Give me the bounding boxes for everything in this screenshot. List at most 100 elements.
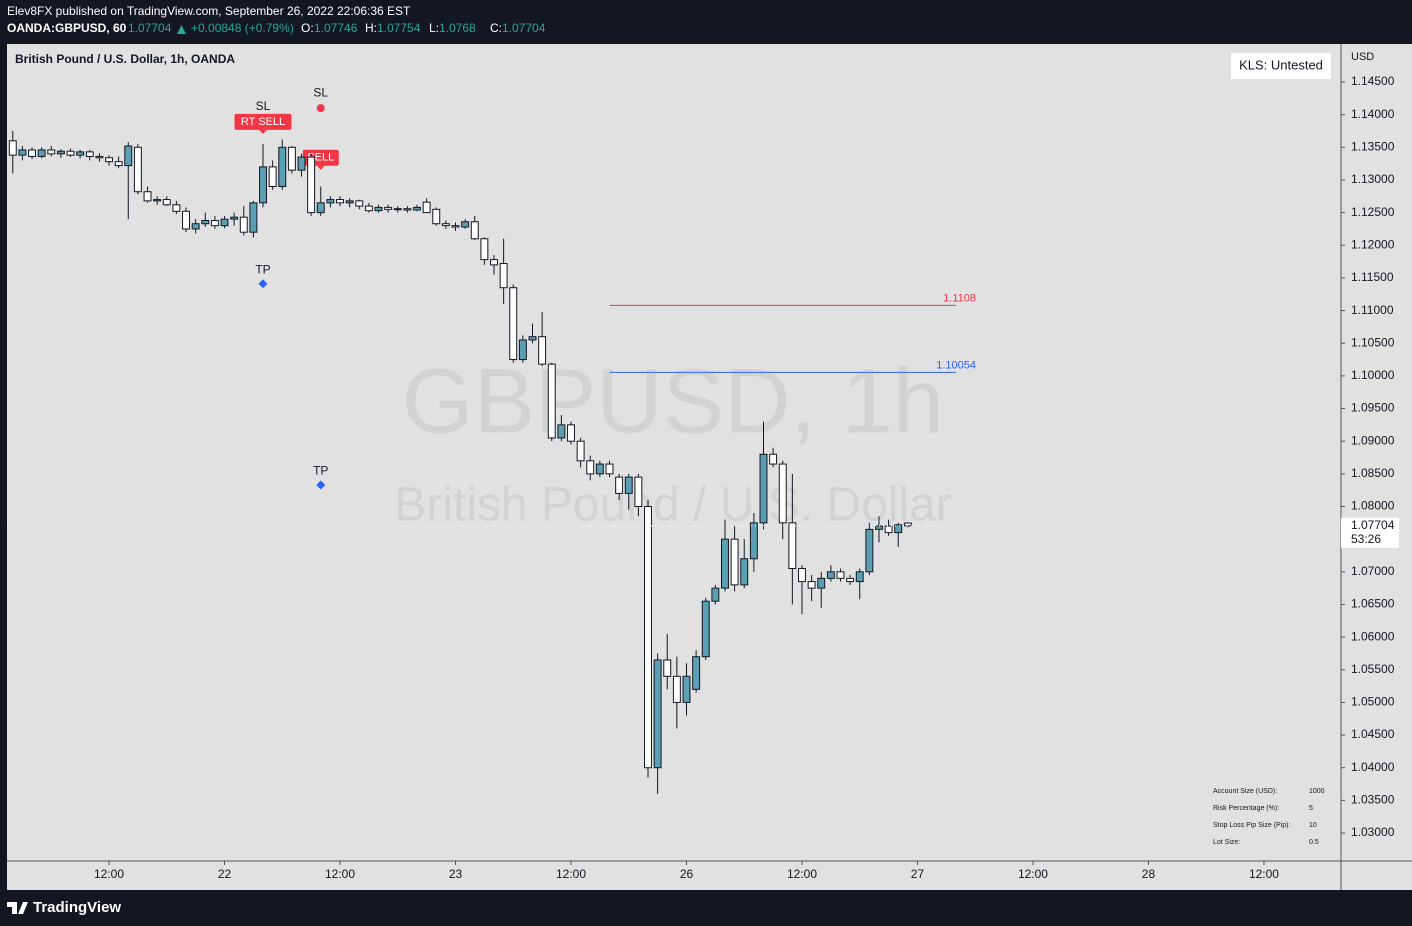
countdown: 53:26 [1351, 532, 1381, 546]
y-tick-label: 1.14000 [1351, 107, 1395, 121]
y-tick-label: 1.09000 [1351, 433, 1395, 447]
candle-body [230, 216, 239, 220]
candle-body [384, 206, 393, 210]
candle-body [682, 675, 691, 703]
candle-body [769, 453, 778, 465]
candle-body [307, 156, 316, 214]
candle-body [470, 221, 479, 240]
candle-body [557, 424, 566, 439]
candle-body [615, 476, 624, 494]
candle-body [528, 336, 537, 341]
candle-body [894, 524, 903, 534]
indicator-box [1231, 53, 1331, 79]
x-tick-label: 12:00 [1249, 867, 1279, 881]
watermark-name: British Pound / U.S. Dollar [394, 479, 952, 532]
y-tick-label: 1.04500 [1351, 727, 1395, 741]
annotation-label: TP [255, 262, 270, 276]
indicator-label: KLS: Untested [1239, 57, 1323, 72]
candle-body [95, 155, 104, 159]
y-tick-label: 1.10000 [1351, 368, 1395, 382]
candle-body [56, 150, 65, 155]
candle-body [85, 151, 94, 157]
y-tick-label: 1.13000 [1351, 172, 1395, 186]
x-tick-label: 28 [1142, 867, 1156, 881]
y-tick-label: 1.07000 [1351, 564, 1395, 578]
x-tick-label: 22 [218, 867, 232, 881]
candle-body [413, 206, 421, 211]
candle-body [634, 476, 643, 507]
candle-body [653, 659, 662, 769]
x-tick-label: 12:00 [556, 867, 586, 881]
ohlc-c: 1.07704 [502, 21, 546, 35]
y-tick-label: 1.11500 [1351, 270, 1394, 284]
candle-body [37, 149, 46, 157]
x-tick-label: 23 [449, 867, 463, 881]
signal-label: RT SELL [241, 116, 285, 128]
candle-body [422, 201, 431, 214]
candle-body [249, 202, 258, 233]
annotation-label: SL [313, 85, 328, 99]
y-tick-label: 1.10500 [1351, 335, 1395, 349]
candle-body [182, 210, 190, 230]
candle-body [364, 205, 373, 212]
ohlc-l: 1.0768 [439, 21, 476, 35]
y-tick-label: 1.03000 [1351, 825, 1395, 839]
candle-body [576, 440, 585, 462]
candle-body [644, 505, 652, 769]
candle-body [759, 453, 768, 524]
candle-body [239, 216, 248, 233]
candle-body [749, 522, 758, 560]
ohlc-o-label: O: [301, 21, 314, 35]
candle-body [114, 161, 123, 167]
candle-body [143, 191, 152, 202]
up-arrow [177, 25, 186, 34]
candle-body [490, 259, 498, 266]
x-tick-label: 12:00 [1018, 867, 1048, 881]
level-label: 1.1108 [943, 292, 976, 304]
y-tick-label: 1.05000 [1351, 695, 1395, 709]
info-label: Stop Loss Pip Size (Pip): [1213, 822, 1290, 829]
candle-body [259, 166, 267, 204]
signal-pointer [259, 129, 268, 134]
candle-body [210, 219, 219, 227]
candle-body [518, 339, 527, 361]
candle-body [287, 146, 296, 171]
y-tick-label: 1.13500 [1351, 139, 1395, 153]
candle-body [105, 157, 113, 163]
candle-body [586, 460, 595, 475]
ohlc-c-label: C: [490, 21, 502, 35]
annotation-label: TP [313, 463, 328, 477]
candle-body [441, 223, 450, 227]
y-tick-label: 1.06500 [1351, 597, 1395, 611]
candle-body [28, 149, 36, 157]
y-tick-label: 1.03500 [1351, 793, 1395, 807]
candle-body [855, 571, 864, 583]
candle-body [403, 208, 412, 211]
x-tick-label: 12:00 [325, 867, 355, 881]
info-label: Lot Size: [1213, 839, 1240, 846]
y-tick-label: 1.09500 [1351, 401, 1395, 415]
info-value: 10 [1309, 822, 1317, 829]
watermark-symbol: GBPUSD, 1h [402, 350, 944, 452]
candle-body [297, 156, 306, 171]
ohlc-l-label: L: [429, 21, 439, 35]
candle-body [451, 225, 460, 228]
price-tag [1341, 517, 1399, 548]
logo-icon [7, 902, 28, 914]
candle-body [624, 476, 633, 494]
candle-body [605, 463, 614, 475]
candle-body [547, 363, 556, 439]
y-tick-label: 1.05500 [1351, 662, 1395, 676]
candle-body [316, 202, 325, 214]
y-tick-label: 1.14500 [1351, 74, 1395, 88]
x-tick-label: 12:00 [787, 867, 817, 881]
x-tick-label: 26 [680, 867, 694, 881]
info-label: Risk Percentage (%): [1213, 805, 1279, 812]
candle-body [8, 140, 17, 156]
candle-body [76, 151, 85, 156]
candle-body [355, 200, 364, 207]
info-value: 1000 [1309, 788, 1325, 795]
candle-body [47, 149, 56, 155]
candle-body [18, 149, 27, 156]
